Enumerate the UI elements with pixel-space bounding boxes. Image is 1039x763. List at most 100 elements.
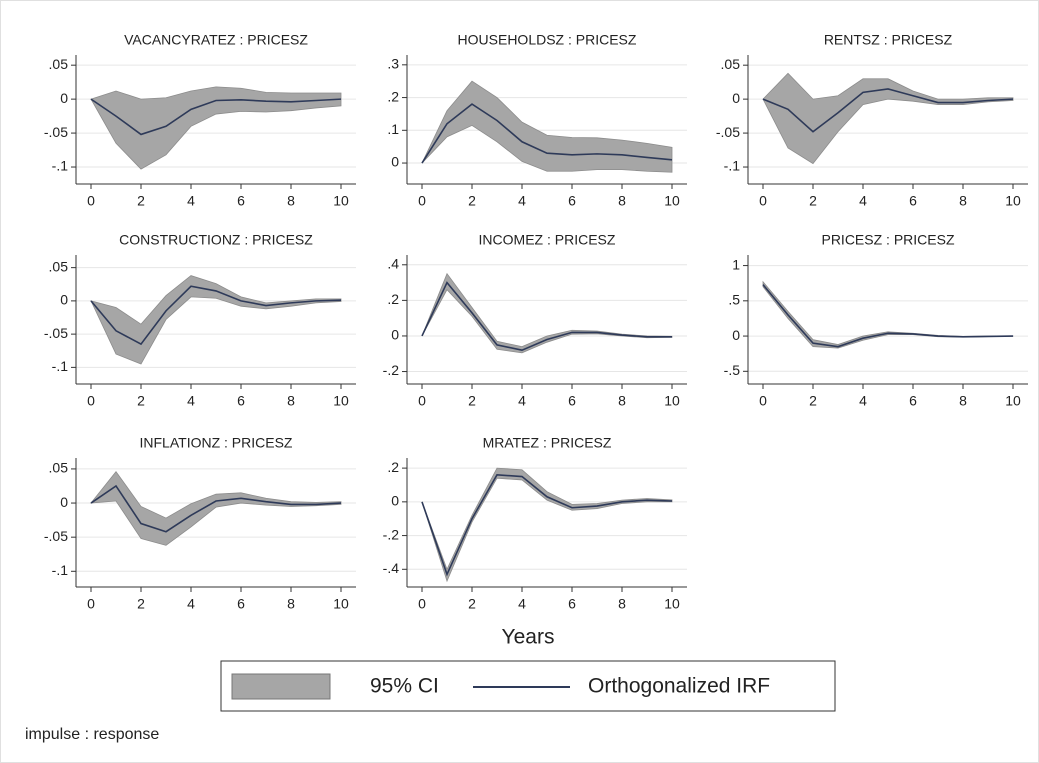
y-tick-label: .2 — [387, 459, 399, 475]
x-tick-label: 2 — [468, 393, 476, 409]
panel-title: VACANCYRATEZ : PRICESZ — [124, 32, 308, 48]
y-tick-label: .05 — [721, 56, 741, 72]
x-tick-label: 2 — [468, 193, 476, 209]
x-tick-label: 4 — [187, 596, 195, 612]
x-axis-title: Years — [502, 626, 555, 649]
x-tick-label: 6 — [909, 393, 917, 409]
x-tick-label: 0 — [418, 193, 426, 209]
irf-line — [421, 474, 673, 577]
x-tick-label: 6 — [568, 193, 576, 209]
x-tick-label: 4 — [518, 193, 526, 209]
note: impulse : response — [25, 726, 159, 743]
y-tick-label: 0 — [732, 327, 740, 343]
x-tick-label: 4 — [518, 393, 526, 409]
x-tick-label: 2 — [809, 193, 817, 209]
x-tick-label: 0 — [418, 596, 426, 612]
y-tick-label: -.4 — [383, 560, 400, 576]
x-tick-label: 2 — [137, 393, 145, 409]
x-tick-label: 2 — [809, 393, 817, 409]
x-tick-label: 0 — [759, 193, 767, 209]
irf-line — [90, 285, 342, 346]
x-tick-label: 4 — [859, 193, 867, 209]
x-tick-label: 6 — [237, 193, 245, 209]
y-tick-label: .05 — [49, 460, 69, 476]
y-tick-label: .3 — [387, 56, 399, 72]
x-tick-label: 10 — [333, 393, 349, 409]
panel-title: CONSTRUCTIONZ : PRICESZ — [119, 232, 313, 248]
x-tick-label: 8 — [959, 193, 967, 209]
x-tick-label: 10 — [1005, 193, 1021, 209]
y-tick-label: 0 — [391, 327, 399, 343]
y-tick-label: 0 — [60, 494, 68, 510]
x-tick-label: 10 — [333, 596, 349, 612]
irf-line — [90, 98, 342, 136]
x-tick-label: 10 — [664, 393, 680, 409]
x-tick-label: 8 — [618, 393, 626, 409]
y-tick-label: -.05 — [44, 528, 68, 544]
x-tick-label: 10 — [664, 193, 680, 209]
x-tick-label: 8 — [959, 393, 967, 409]
x-tick-label: 6 — [568, 596, 576, 612]
x-tick-label: 2 — [137, 193, 145, 209]
y-tick-label: -.1 — [724, 158, 741, 174]
irf-line — [421, 103, 673, 164]
y-tick-label: .5 — [728, 292, 740, 308]
x-tick-label: 0 — [418, 393, 426, 409]
y-tick-label: .05 — [49, 56, 69, 72]
x-tick-label: 8 — [287, 596, 295, 612]
x-tick-label: 2 — [468, 596, 476, 612]
legend-swatch-ci — [231, 673, 331, 700]
panel-title: PRICESZ : PRICESZ — [821, 232, 954, 248]
y-tick-label: -.05 — [44, 325, 68, 341]
x-tick-label: 2 — [137, 596, 145, 612]
y-tick-label: 0 — [732, 90, 740, 106]
x-tick-label: 10 — [664, 596, 680, 612]
y-tick-label: 0 — [60, 90, 68, 106]
panel-title: INFLATIONZ : PRICESZ — [140, 435, 293, 451]
x-tick-label: 10 — [1005, 393, 1021, 409]
y-tick-label: 0 — [391, 154, 399, 170]
y-tick-label: .1 — [387, 121, 399, 137]
y-tick-label: .05 — [49, 258, 69, 274]
legend-label-irf: Orthogonalized IRF — [588, 675, 770, 698]
panel-title: INCOMEZ : PRICESZ — [479, 232, 616, 248]
x-tick-label: 4 — [187, 193, 195, 209]
irf-line — [762, 284, 1014, 348]
irf-line — [762, 88, 1014, 133]
x-tick-label: 4 — [859, 393, 867, 409]
x-tick-label: 0 — [87, 393, 95, 409]
y-tick-label: 1 — [732, 256, 740, 272]
x-tick-label: 6 — [237, 596, 245, 612]
y-tick-label: .2 — [387, 291, 399, 307]
x-tick-label: 4 — [518, 596, 526, 612]
y-tick-label: -.05 — [716, 124, 740, 140]
x-tick-label: 0 — [87, 193, 95, 209]
y-tick-label: .2 — [387, 88, 399, 104]
legend-label-ci: 95% CI — [370, 675, 439, 698]
y-tick-label: -.1 — [52, 358, 69, 374]
y-tick-label: -.2 — [383, 362, 400, 378]
y-tick-label: -.1 — [52, 562, 69, 578]
irf-line — [90, 484, 342, 533]
x-tick-label: 8 — [618, 596, 626, 612]
panel-title: MRATEZ : PRICESZ — [483, 435, 612, 451]
x-tick-label: 6 — [568, 393, 576, 409]
y-tick-label: .4 — [387, 255, 399, 271]
x-tick-label: 10 — [333, 193, 349, 209]
x-tick-label: 0 — [87, 596, 95, 612]
x-tick-label: 8 — [618, 193, 626, 209]
panel-title: HOUSEHOLDSZ : PRICESZ — [458, 32, 637, 48]
y-tick-label: -.05 — [44, 124, 68, 140]
x-tick-label: 6 — [237, 393, 245, 409]
y-tick-label: -.5 — [724, 362, 741, 378]
y-tick-label: 0 — [391, 493, 399, 509]
x-tick-label: 8 — [287, 393, 295, 409]
panel-title: RENTSZ : PRICESZ — [824, 32, 953, 48]
x-tick-label: 4 — [187, 393, 195, 409]
x-tick-label: 0 — [759, 393, 767, 409]
x-tick-label: 8 — [287, 193, 295, 209]
y-tick-label: 0 — [60, 292, 68, 308]
irf-line — [421, 281, 672, 352]
y-tick-label: -.2 — [383, 526, 400, 542]
